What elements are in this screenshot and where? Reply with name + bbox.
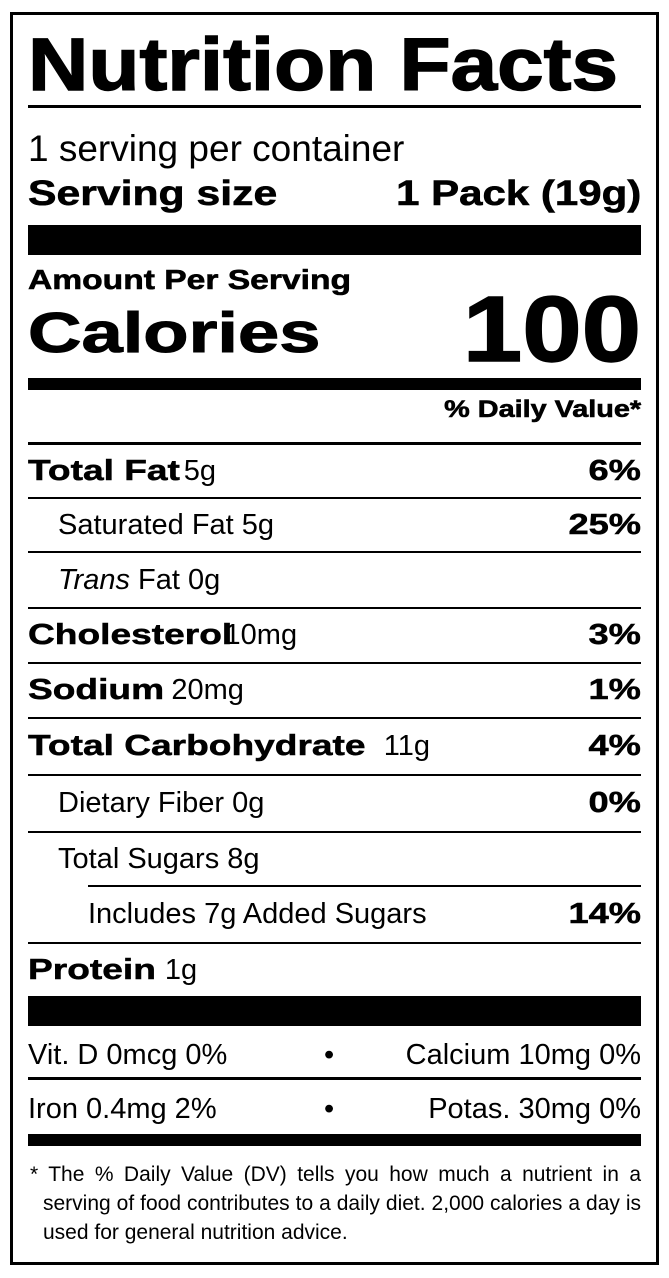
nutrient-row-dietary-fiber: Dietary Fiber 0g 0% [28,776,641,831]
nutrient-name: Includes 7g Added Sugars [88,898,427,930]
nutrient-name: Dietary Fiber [58,787,224,819]
amount-per-serving-text: Amount Per Serving [28,264,352,295]
daily-value-header-text: % Daily Value* [444,396,642,423]
nutrient-amount: 11g [383,730,430,762]
nutrient-daily-value: 14% [568,898,641,931]
vitamin-left: Vit. D 0mcg 0% [28,1039,228,1071]
medium-divider [28,1134,641,1146]
nutrient-row-sodium: Sodium 20mg 1% [28,664,642,717]
daily-value-header: % Daily Value* [444,397,642,422]
serving-size-label: Serving size [28,176,278,212]
label-title: Nutrition Facts [27,27,619,102]
nutrient-name: Protein [28,953,157,986]
nutrient-row-cholesterol: Cholesterol10mg 3% [28,609,642,662]
nutrient-daily-value: 3% [588,619,641,652]
nutrient-row-added-sugars: Includes 7g Added Sugars 14% [28,887,641,942]
nutrient-daily-value: 6% [588,454,641,487]
divider [28,774,641,776]
title-text: Nutrition Facts [27,23,619,106]
footnote: * The % Daily Value (DV) tells you how m… [30,1163,641,1244]
nutrient-daily-value: 0% [588,787,641,820]
nutrient-row-total-carbohydrate: Total Carbohydrate 11g 4% [28,719,642,774]
serving-size-value: 1 Pack (19g) [396,176,642,212]
nutrient-amount: 0g [232,787,265,819]
nutrient-name: Total Sugars [58,842,220,875]
divider [88,885,641,887]
vitamin-right: Calcium 10mg 0% [405,1039,641,1071]
servings-per-container: 1 serving per container [28,128,405,169]
medium-divider [28,378,641,390]
nutrient-amount: 10mg [224,619,298,651]
nutrient-daily-value: 25% [568,508,641,541]
divider [28,607,641,609]
divider [28,497,641,499]
nutrient-name: Sodium [28,674,165,707]
nutrient-name-italic: Trans [58,563,130,596]
nutrient-name: Cholesterol [28,619,233,652]
divider [28,717,641,719]
divider [28,831,641,833]
nutrient-row-protein: Protein 1g [28,944,641,996]
thick-divider [28,996,641,1026]
nutrient-name: Total Fat [28,454,181,487]
nutrient-row-total-fat: Total Fat 5g 6% [28,445,642,497]
bullet-separator: • [324,1093,335,1125]
nutrient-row-saturated-fat: Saturated Fat 5g 25% [28,499,641,551]
nutrient-name: Saturated Fat [58,508,234,541]
vitamin-right: Potas. 30mg 0% [428,1093,641,1125]
divider [28,105,641,108]
nutrient-amount: 1g [164,953,198,986]
calories-value-text: 100 [462,277,642,381]
nutrient-row-total-sugars: Total Sugars 8g [28,833,641,885]
nutrient-daily-value: 1% [588,674,641,707]
divider [28,942,641,944]
nutrient-daily-value: 4% [588,730,641,763]
nutrient-amount: 5g [183,454,216,487]
nutrient-amount: 20mg [171,674,244,706]
nutrient-row-trans-fat: Trans Fat 0g [28,553,641,607]
nutrient-amount: 0g [188,563,221,596]
divider [28,551,641,553]
nutrient-amount: 5g [241,508,275,541]
nutrient-name: Fat [138,563,180,596]
calories-label-text: Calories [27,301,321,365]
nutrient-amount: 8g [227,842,260,875]
serving-size-label-text: Serving size [28,174,278,213]
divider [28,662,641,664]
nutrient-name: Total Carbohydrate [28,730,366,763]
thick-divider [28,225,641,255]
serving-size-value-text: 1 Pack (19g) [395,174,642,213]
nutrition-label-border [10,12,659,1265]
calories-value: 100 [462,282,642,376]
divider [28,1077,641,1080]
divider [28,442,641,445]
vitamin-left: Iron 0.4mg 2% [28,1093,217,1125]
amount-per-serving: Amount Per Serving [28,265,352,294]
calories-label: Calories [27,304,321,362]
bullet-separator: • [324,1039,335,1071]
